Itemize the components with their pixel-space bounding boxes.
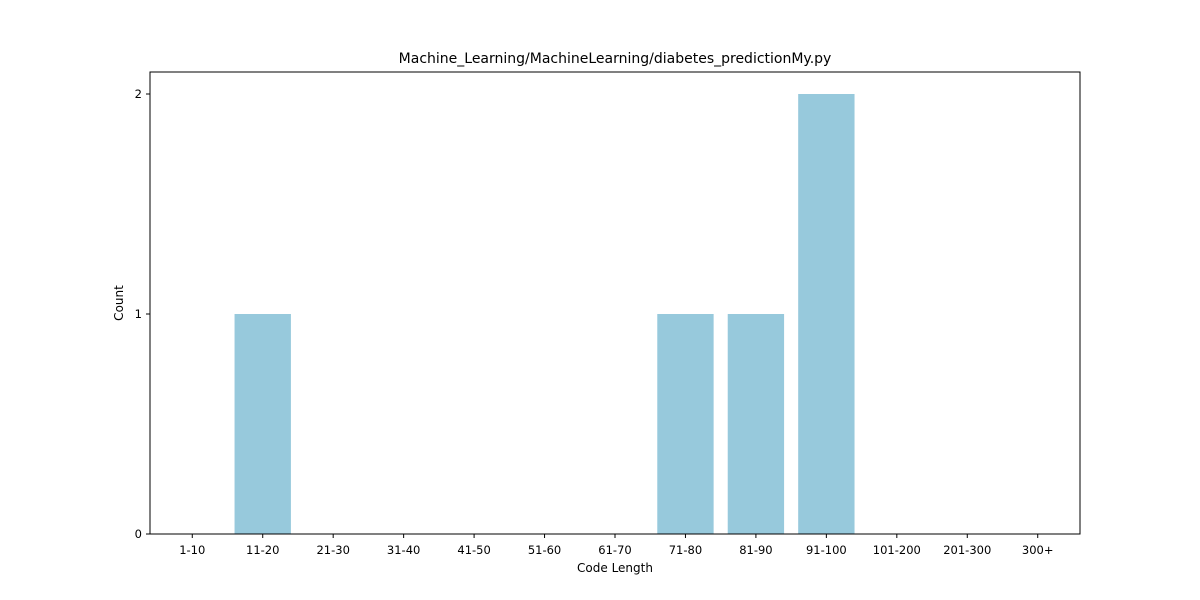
- y-tick-label: 0: [135, 527, 142, 541]
- x-axis-ticks: 1-10 11-20 21-30 31-40 41-50 51-60 61-70 71-80 8…: [179, 534, 1054, 557]
- bar-11-20: [234, 314, 291, 534]
- chart-title: Machine_Learning/MachineLearning/diabete…: [399, 51, 832, 67]
- x-tick-label: 61-70: [598, 543, 631, 557]
- bar-91-100: [798, 94, 855, 534]
- bar-81-90: [727, 314, 785, 534]
- x-tick-label: 91-100: [806, 543, 847, 557]
- bars-group: [234, 94, 855, 534]
- x-tick-label: 300+: [1022, 543, 1054, 557]
- x-tick-label: 101-200: [873, 543, 921, 557]
- bar-71-80: [657, 314, 714, 534]
- y-tick-label: 2: [135, 87, 142, 101]
- x-tick-label: 81-90: [739, 543, 772, 557]
- x-tick-label: 71-80: [669, 543, 702, 557]
- y-axis-ticks: 0 1 2: [135, 87, 150, 541]
- x-tick-label: 51-60: [528, 543, 561, 557]
- x-tick-label: 1-10: [179, 543, 205, 557]
- x-tick-label: 31-40: [387, 543, 420, 557]
- x-tick-label: 201-300: [943, 543, 991, 557]
- x-axis-label: Code Length: [577, 561, 653, 575]
- x-tick-label: 21-30: [316, 543, 349, 557]
- x-tick-label: 41-50: [457, 543, 490, 557]
- y-tick-label: 1: [135, 307, 142, 321]
- y-axis-label: Count: [112, 285, 126, 321]
- x-tick-label: 11-20: [246, 543, 279, 557]
